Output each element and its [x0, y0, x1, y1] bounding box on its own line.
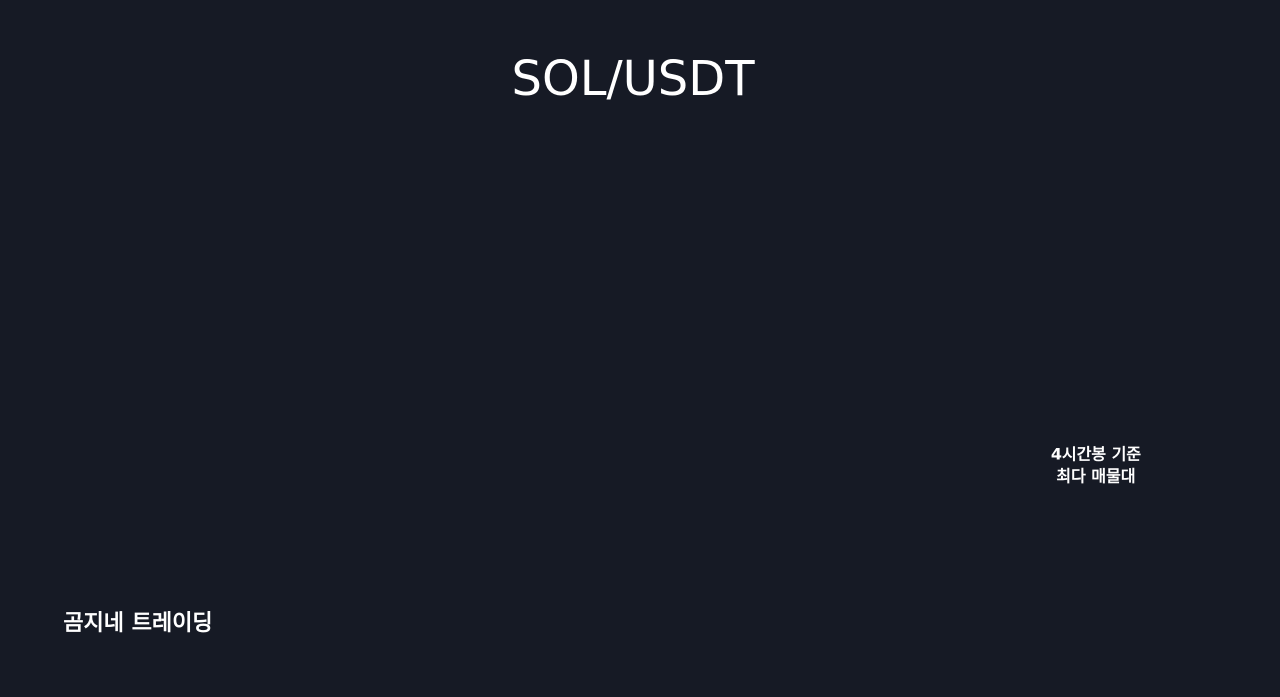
callout-line: 4시간봉 기준	[1051, 445, 1142, 464]
callout-line: 최다 매물대	[1056, 467, 1135, 486]
chart-title: SOL/USDT	[511, 51, 755, 107]
watermark: 곰지네 트레이딩	[63, 611, 212, 636]
